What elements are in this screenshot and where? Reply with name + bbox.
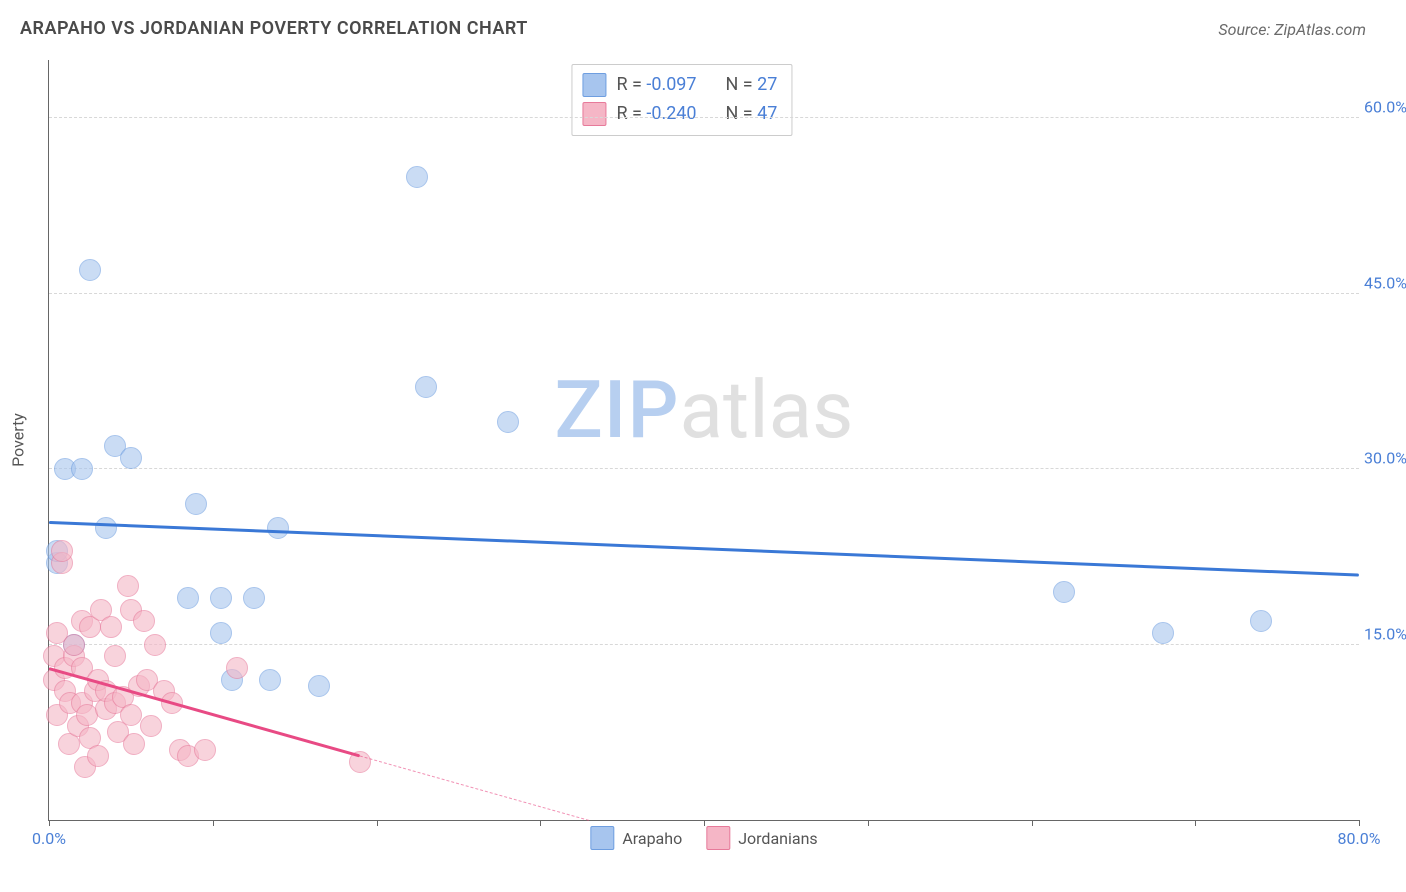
x-tick — [540, 820, 541, 826]
x-tick — [1359, 820, 1360, 826]
scatter-point-series1 — [210, 622, 232, 644]
legend-row-series1: R = -0.097 N = 27 — [582, 71, 777, 100]
scatter-point-series1 — [79, 259, 101, 281]
legend-bottom-label1: Arapaho — [622, 829, 682, 848]
legend-bottom-swatch1 — [590, 826, 614, 850]
gridline — [49, 468, 1359, 469]
scatter-point-series2 — [194, 739, 216, 761]
page-root: ARAPAHO VS JORDANIAN POVERTY CORRELATION… — [0, 0, 1406, 892]
scatter-point-series1 — [120, 447, 142, 469]
x-tick — [213, 820, 214, 826]
x-tick — [49, 820, 50, 826]
scatter-point-series2 — [140, 715, 162, 737]
scatter-point-series1 — [185, 493, 207, 515]
scatter-point-series2 — [104, 645, 126, 667]
y-axis-label: Poverty — [9, 413, 28, 467]
y-tick-label: 45.0% — [1364, 273, 1406, 292]
legend-item-series2: Jordanians — [706, 826, 817, 850]
plot-wrap: Poverty ZIPatlas R = -0.097 N = 27 — [48, 60, 1358, 820]
chart-title: ARAPAHO VS JORDANIAN POVERTY CORRELATION… — [20, 18, 528, 39]
scatter-point-series1 — [497, 411, 519, 433]
legend-swatch-series2 — [582, 102, 606, 126]
legend-bottom-swatch2 — [706, 826, 730, 850]
gridline — [49, 293, 1359, 294]
scatter-point-series1 — [177, 587, 199, 609]
scatter-point-series1 — [267, 517, 289, 539]
scatter-point-series2 — [51, 540, 73, 562]
scatter-point-series2 — [87, 745, 109, 767]
legend-swatch-series1 — [582, 73, 606, 97]
gridline — [49, 117, 1359, 118]
scatter-point-series2 — [117, 575, 139, 597]
x-tick — [377, 820, 378, 826]
scatter-point-series2 — [120, 704, 142, 726]
x-tick — [868, 820, 869, 826]
scatter-point-series2 — [133, 610, 155, 632]
scatter-point-series2 — [123, 733, 145, 755]
scatter-point-series1 — [406, 166, 428, 188]
scatter-point-series1 — [1053, 581, 1075, 603]
scatter-point-series2 — [226, 657, 248, 679]
legend-row-series2: R = -0.240 N = 47 — [582, 100, 777, 129]
scatter-point-series1 — [308, 675, 330, 697]
x-tick-label: 80.0% — [1338, 829, 1381, 848]
scatter-point-series1 — [243, 587, 265, 609]
watermark: ZIPatlas — [555, 363, 854, 457]
y-tick-label: 30.0% — [1364, 449, 1406, 468]
watermark-left: ZIP — [555, 363, 680, 457]
correlation-legend: R = -0.097 N = 27 R = -0.240 N = 47 — [571, 64, 792, 136]
scatter-point-series1 — [259, 669, 281, 691]
regression-line-series1 — [49, 522, 1359, 575]
legend-r-series1: R = -0.097 — [616, 71, 696, 100]
legend-n-series2: N = 47 — [725, 100, 777, 129]
source-attribution: Source: ZipAtlas.com — [1218, 20, 1366, 39]
y-tick-label: 15.0% — [1364, 624, 1406, 643]
scatter-point-series1 — [210, 587, 232, 609]
scatter-point-series2 — [76, 704, 98, 726]
y-tick-label: 60.0% — [1364, 98, 1406, 117]
legend-item-series1: Arapaho — [590, 826, 682, 850]
x-tick — [704, 820, 705, 826]
x-tick-label: 0.0% — [32, 829, 66, 848]
scatter-point-series1 — [71, 458, 93, 480]
x-tick — [1195, 820, 1196, 826]
legend-r-series2: R = -0.240 — [616, 100, 696, 129]
scatter-point-series1 — [95, 517, 117, 539]
legend-n-series1: N = 27 — [725, 71, 777, 100]
plot-area: ZIPatlas R = -0.097 N = 27 — [48, 60, 1359, 821]
scatter-point-series1 — [1250, 610, 1272, 632]
scatter-point-series2 — [144, 634, 166, 656]
scatter-point-series2 — [100, 616, 122, 638]
scatter-point-series1 — [415, 376, 437, 398]
watermark-right: atlas — [680, 363, 854, 457]
legend-bottom-label2: Jordanians — [738, 829, 817, 848]
x-tick — [1032, 820, 1033, 826]
scatter-point-series2 — [63, 634, 85, 656]
scatter-point-series1 — [1152, 622, 1174, 644]
series-legend: Arapaho Jordanians — [590, 826, 817, 850]
